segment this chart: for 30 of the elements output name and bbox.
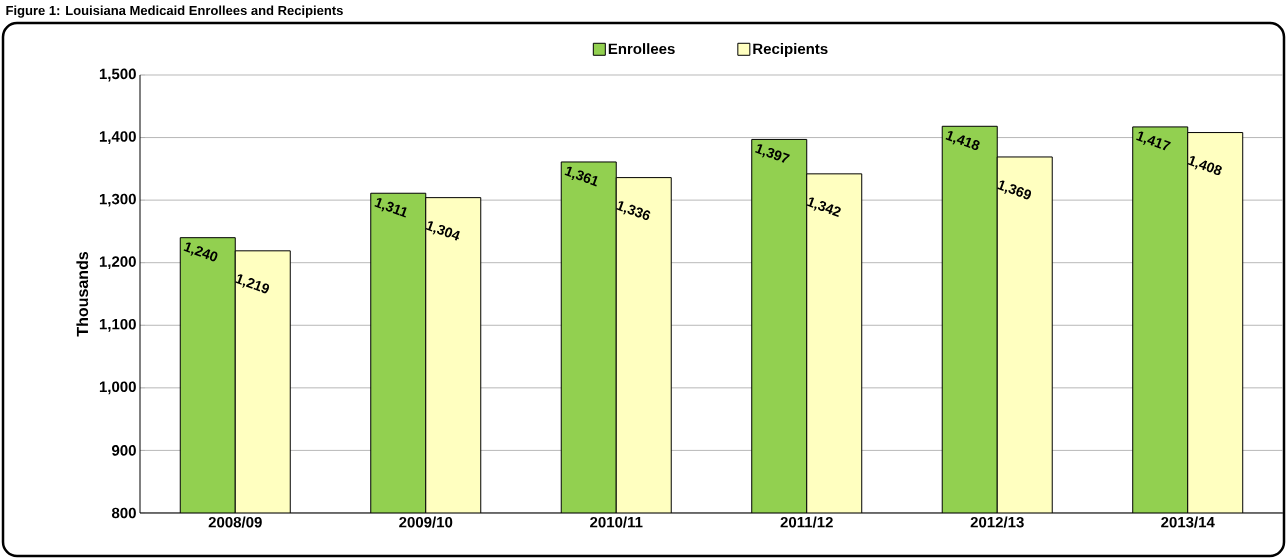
y-tick-label: 1,400 (99, 131, 136, 144)
x-tick-label: 2010/11 (590, 516, 643, 528)
y-tick-label: 800 (111, 507, 136, 519)
data-label: 1,418 (945, 131, 980, 151)
data-label: 1,240 (183, 242, 218, 262)
x-tick-label: 2009/10 (399, 516, 453, 528)
legend-label: Enrollees (608, 43, 675, 55)
data-label: 1,342 (806, 197, 841, 218)
x-tick-label: 2013/14 (1161, 516, 1215, 528)
y-tick-label: 1,500 (99, 68, 136, 82)
data-label: 1,304 (425, 221, 460, 241)
y-axis-title: Thousands (76, 251, 89, 337)
data-label: 1,369 (997, 180, 1032, 200)
data-label: 1,219 (235, 274, 270, 294)
data-label: 1,336 (616, 201, 651, 221)
data-label: 1,397 (755, 144, 790, 163)
y-tick-label: 1,000 (99, 381, 136, 395)
data-label: 1,361 (564, 166, 598, 187)
legend-label: Recipients (753, 43, 828, 58)
data-label: 1,311 (374, 198, 407, 218)
data-label: 1,417 (1136, 131, 1171, 151)
y-tick-label: 1,300 (99, 193, 136, 207)
chart-title: Figure 1: Louisiana Medicaid Enrollees and Recipients (6, 5, 343, 18)
data-label: 1,408 (1187, 156, 1222, 176)
y-tick-label: 900 (111, 445, 136, 456)
x-tick-label: 2008/09 (208, 516, 262, 528)
y-tick-label: 1,200 (99, 256, 136, 270)
x-tick-label: 2012/13 (970, 516, 1024, 528)
x-tick-label: 2011/12 (780, 516, 833, 528)
y-tick-label: 1,100 (99, 318, 136, 332)
